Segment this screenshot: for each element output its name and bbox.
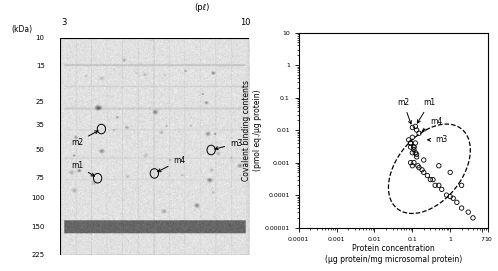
Text: 150: 150 xyxy=(31,224,45,230)
Point xyxy=(446,194,454,199)
Point xyxy=(469,216,477,220)
Text: 75: 75 xyxy=(36,175,45,181)
Point xyxy=(464,210,472,214)
Text: m2: m2 xyxy=(71,131,98,147)
Text: m1: m1 xyxy=(71,161,94,176)
Point xyxy=(446,170,454,175)
Point xyxy=(415,166,423,170)
Text: 3: 3 xyxy=(61,18,66,27)
Text: 10: 10 xyxy=(36,35,45,41)
Point xyxy=(413,155,421,159)
Point xyxy=(443,193,451,197)
Text: m4: m4 xyxy=(422,117,443,131)
Point xyxy=(407,141,415,145)
Point xyxy=(413,128,421,132)
Point xyxy=(438,187,446,192)
Point xyxy=(411,124,419,128)
Text: 10: 10 xyxy=(240,18,250,27)
Text: m3: m3 xyxy=(428,136,447,144)
Text: 50: 50 xyxy=(36,147,45,153)
Point xyxy=(413,152,421,156)
Point xyxy=(408,125,416,130)
Point xyxy=(407,160,415,165)
Text: (pℓ): (pℓ) xyxy=(194,3,209,12)
Point xyxy=(449,196,457,201)
Point xyxy=(435,183,443,188)
Point xyxy=(435,164,443,168)
Point xyxy=(418,168,426,172)
Text: m4: m4 xyxy=(158,156,186,172)
Point xyxy=(408,151,416,155)
Text: m1: m1 xyxy=(417,98,436,123)
Point xyxy=(423,173,431,178)
Point xyxy=(410,160,418,165)
Text: 225: 225 xyxy=(31,252,45,258)
Point xyxy=(410,147,418,152)
Point xyxy=(411,151,419,155)
Point xyxy=(411,141,419,145)
Point xyxy=(415,131,423,136)
Point xyxy=(453,200,461,205)
Point xyxy=(420,170,428,175)
X-axis label: Protein concentration
(μg protein/mg microsomal protein): Protein concentration (μg protein/mg mic… xyxy=(325,244,462,264)
Point xyxy=(420,158,428,162)
Point xyxy=(410,145,418,149)
Y-axis label: Covalent binding contents
(pmol eq./μg protein): Covalent binding contents (pmol eq./μg p… xyxy=(243,80,262,180)
Point xyxy=(414,164,422,168)
Point xyxy=(429,178,437,182)
Text: m2: m2 xyxy=(397,98,411,124)
Point xyxy=(408,135,416,140)
Point xyxy=(407,141,415,145)
Point xyxy=(408,164,416,168)
Point xyxy=(458,206,466,210)
Text: 25: 25 xyxy=(36,99,45,105)
Point xyxy=(410,145,418,149)
Text: m3: m3 xyxy=(215,139,243,150)
Point xyxy=(426,178,434,182)
Text: 100: 100 xyxy=(31,195,45,201)
Point xyxy=(458,183,466,188)
Text: 15: 15 xyxy=(36,63,45,69)
Text: (kDa): (kDa) xyxy=(11,25,32,34)
Text: 35: 35 xyxy=(36,122,45,128)
Point xyxy=(405,138,413,142)
Point xyxy=(407,145,415,149)
Point xyxy=(431,183,439,188)
